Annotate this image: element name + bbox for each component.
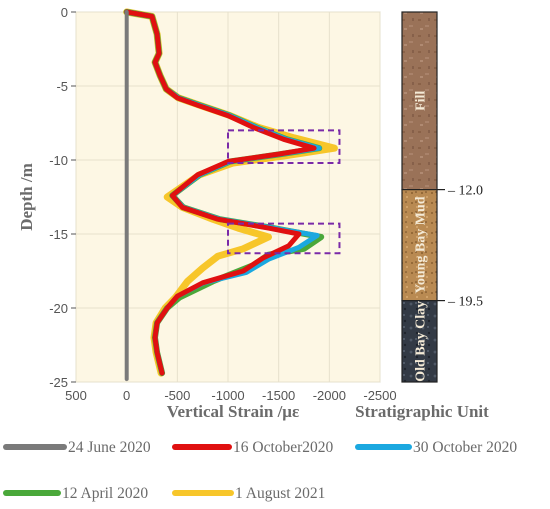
x-axis-ticks: 500 0 -500 -1000 -1500 -2000 -2500 bbox=[65, 388, 396, 403]
legend-item-3: 12 April 2020 bbox=[3, 485, 148, 502]
x-tick-label: 0 bbox=[123, 388, 130, 403]
legend-item-0: 24 June 2020 bbox=[3, 439, 151, 456]
stratum-label-0: Fill bbox=[414, 91, 429, 111]
x-tick-label: -1000 bbox=[211, 388, 244, 403]
x-axis-title: Vertical Strain /με bbox=[167, 402, 299, 421]
legend-label-0: 24 June 2020 bbox=[68, 439, 151, 456]
legend-label-3: 12 April 2020 bbox=[62, 485, 148, 502]
y-tick-label: -10 bbox=[49, 153, 68, 168]
x-tick-label: -500 bbox=[164, 388, 190, 403]
y-axis-ticks: 0 -5 -10 -15 -20 -25 bbox=[49, 5, 76, 390]
boundary-label-1: – 19.5 bbox=[447, 295, 483, 310]
highlight-box-2 bbox=[227, 222, 341, 255]
highlight-box-1 bbox=[227, 129, 341, 164]
stratum-label-1: Young Bay Mud bbox=[414, 196, 429, 293]
legend-label-2: 30 October 2020 bbox=[413, 439, 517, 456]
legend-label-4: 1 August 2021 bbox=[235, 485, 325, 502]
legend-item-4: 1 August 2021 bbox=[172, 485, 325, 502]
stratigraphic-column: Fill Young Bay Mud Old Bay Clay – 12.0 – 19.… bbox=[401, 11, 483, 383]
x-tick-label: -2500 bbox=[363, 388, 396, 403]
series-line-1 bbox=[124, 9, 317, 376]
series-lines bbox=[123, 8, 338, 381]
x-tick-label: -2000 bbox=[313, 388, 346, 403]
y-axis-title: Depth /m bbox=[17, 163, 36, 231]
stratum-1 bbox=[401, 189, 438, 302]
x-tick-label: 500 bbox=[65, 388, 87, 403]
legend-label-1: 16 October2020 bbox=[233, 439, 334, 456]
boundary-label-0: – 12.0 bbox=[447, 184, 483, 199]
y-tick-label: 0 bbox=[61, 5, 68, 20]
x-tick-label: -1500 bbox=[262, 388, 295, 403]
y-tick-label: -5 bbox=[56, 79, 68, 94]
legend: 24 June 2020 16 October2020 30 October 202… bbox=[3, 439, 517, 502]
y-tick-label: -15 bbox=[49, 227, 68, 242]
y-tick-label: -25 bbox=[49, 375, 68, 390]
stratum-0 bbox=[401, 11, 438, 191]
legend-item-1: 16 October2020 bbox=[172, 439, 334, 456]
stratum-label-2: Old Bay Clay bbox=[414, 301, 429, 382]
strata-title: Stratigraphic Unit bbox=[355, 402, 489, 421]
stratum-2 bbox=[401, 300, 438, 383]
legend-item-2: 30 October 2020 bbox=[355, 439, 517, 456]
y-tick-label: -20 bbox=[49, 301, 68, 316]
